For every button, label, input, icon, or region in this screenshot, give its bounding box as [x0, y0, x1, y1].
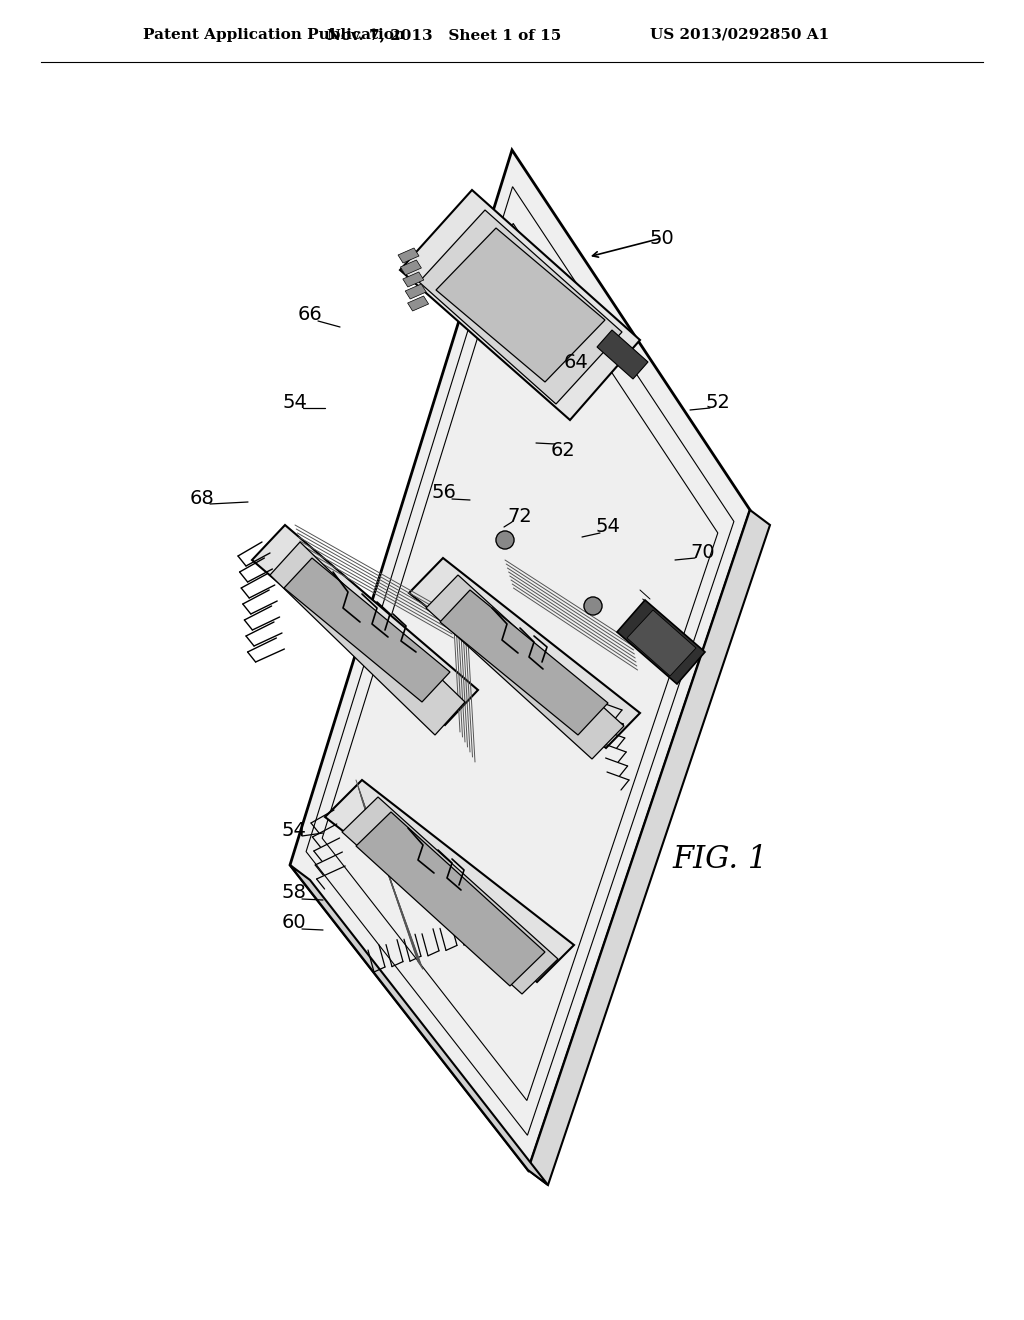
Text: 52: 52 — [706, 392, 730, 412]
Polygon shape — [342, 797, 558, 994]
Text: 64: 64 — [563, 354, 589, 372]
Text: 54: 54 — [596, 517, 621, 536]
Polygon shape — [528, 510, 770, 1185]
Text: FIG. 1: FIG. 1 — [673, 845, 768, 875]
Text: 56: 56 — [431, 483, 457, 503]
Polygon shape — [406, 284, 426, 300]
Circle shape — [584, 597, 602, 615]
Text: US 2013/0292850 A1: US 2013/0292850 A1 — [650, 28, 829, 42]
Text: 68: 68 — [189, 488, 214, 507]
Polygon shape — [426, 576, 624, 759]
Polygon shape — [627, 610, 696, 676]
Polygon shape — [402, 272, 424, 286]
Polygon shape — [325, 780, 574, 982]
Polygon shape — [290, 865, 548, 1185]
Text: 66: 66 — [298, 305, 323, 325]
Text: 72: 72 — [508, 507, 532, 525]
Polygon shape — [597, 330, 648, 379]
Polygon shape — [617, 601, 705, 684]
Polygon shape — [284, 558, 450, 702]
Text: 54: 54 — [282, 821, 306, 840]
Polygon shape — [400, 260, 422, 275]
Polygon shape — [398, 248, 419, 263]
Polygon shape — [408, 296, 429, 312]
Text: 58: 58 — [282, 883, 306, 903]
Text: 54: 54 — [283, 392, 307, 412]
Polygon shape — [419, 210, 622, 404]
Text: 62: 62 — [551, 441, 575, 459]
Polygon shape — [270, 543, 465, 735]
Polygon shape — [409, 558, 640, 748]
Text: Nov. 7, 2013   Sheet 1 of 15: Nov. 7, 2013 Sheet 1 of 15 — [327, 28, 561, 42]
Polygon shape — [436, 228, 605, 381]
Text: 50: 50 — [649, 228, 675, 248]
Text: Patent Application Publication: Patent Application Publication — [143, 28, 406, 42]
Text: 60: 60 — [282, 913, 306, 932]
Polygon shape — [356, 812, 545, 986]
Polygon shape — [290, 150, 750, 1170]
Circle shape — [496, 531, 514, 549]
Polygon shape — [440, 590, 608, 735]
Text: 70: 70 — [690, 543, 716, 561]
Polygon shape — [252, 525, 478, 725]
Polygon shape — [400, 190, 640, 420]
